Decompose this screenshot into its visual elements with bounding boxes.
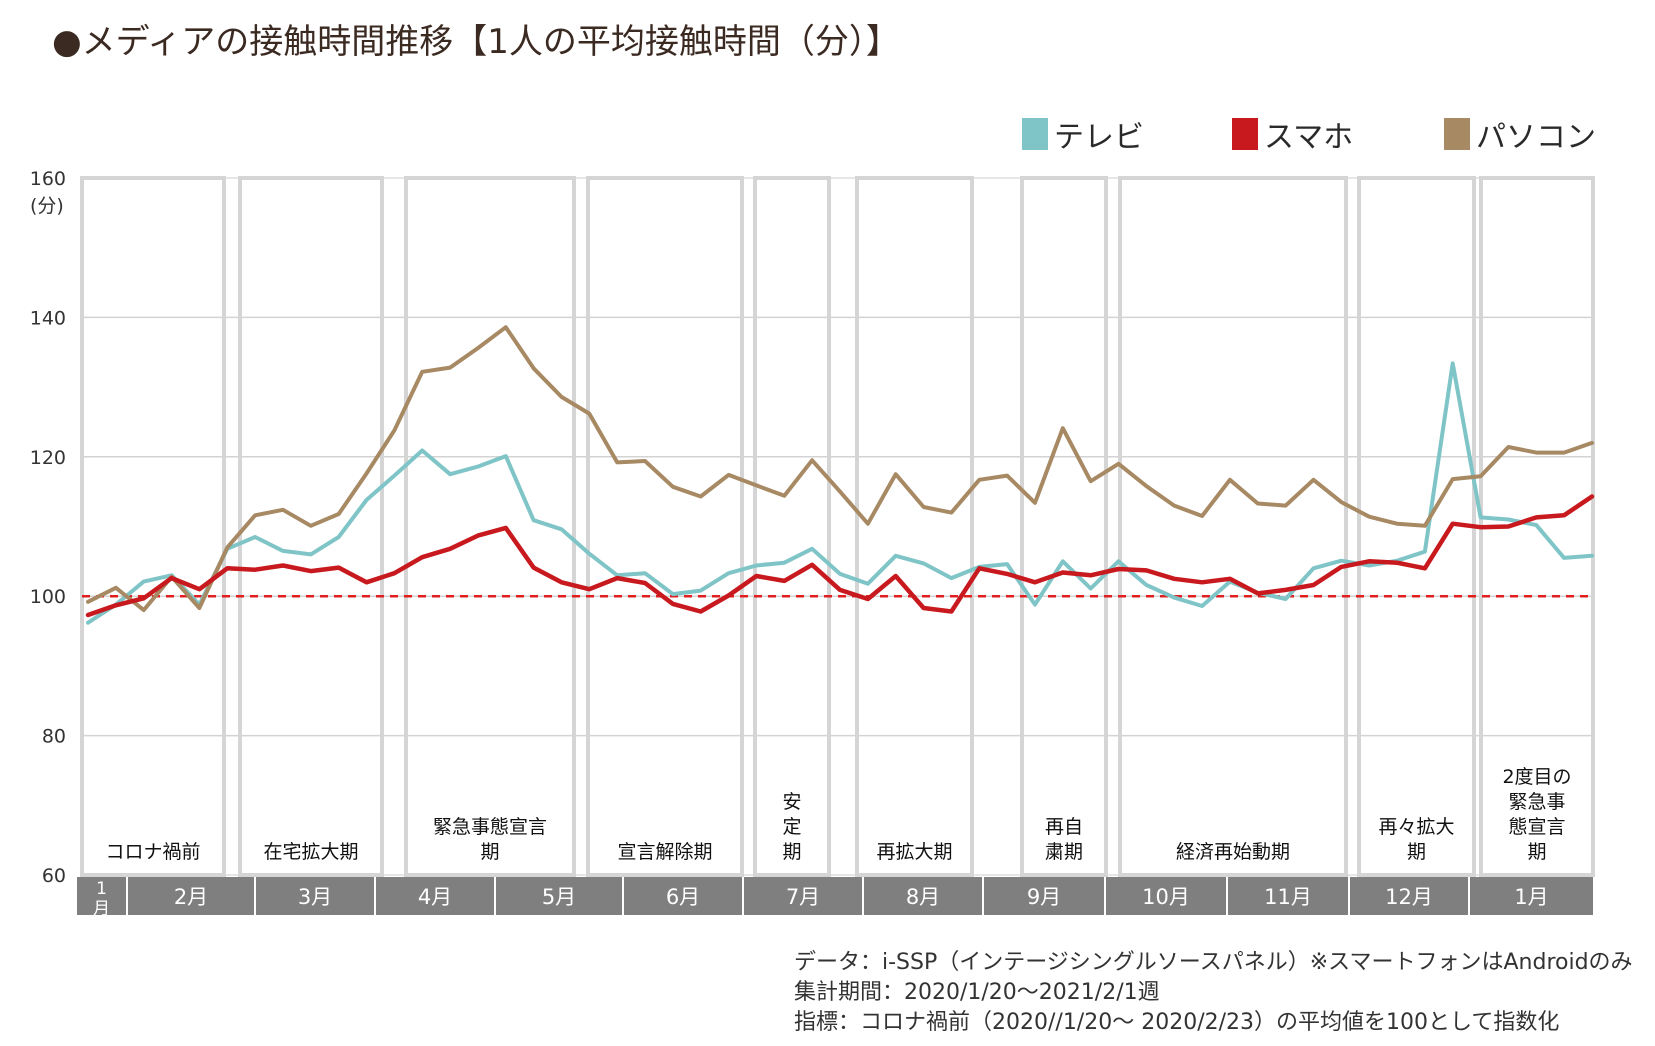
period-label: 安 xyxy=(782,791,801,813)
legend-item-smartphone: スマホ xyxy=(1232,112,1353,156)
y-tick-label: 80 xyxy=(42,726,66,748)
month-cell xyxy=(1350,877,1468,915)
period-label: 態宣言 xyxy=(1508,816,1565,838)
series-line-smartphone xyxy=(85,494,1595,618)
month-label: 1 xyxy=(96,879,107,899)
period-label: コロナ禍前 xyxy=(105,841,200,863)
month-cell xyxy=(864,877,982,915)
period-label: 緊急事 xyxy=(1508,791,1565,813)
series-line-tv xyxy=(86,361,1594,625)
period-label: 再々拡大 xyxy=(1378,816,1454,838)
month-label: 6月 xyxy=(666,885,700,909)
legend-label-smartphone: スマホ xyxy=(1264,120,1354,155)
month-cell xyxy=(256,877,374,915)
legend-swatch-smartphone xyxy=(1232,118,1258,150)
legend-item-tv: テレビ xyxy=(1022,112,1144,156)
period-label: 期 xyxy=(1407,841,1426,863)
month-cell xyxy=(77,877,126,915)
period-label: 期 xyxy=(782,841,801,863)
period-box xyxy=(855,176,974,877)
legend-label-tv: テレビ xyxy=(1054,120,1144,155)
month-label: 12月 xyxy=(1385,885,1433,909)
footnote: データ：i-SSP（インテージシングルソースパネル）※スマートフォンはAndro… xyxy=(794,948,1633,1038)
month-label: 11月 xyxy=(1264,885,1312,909)
period-label: 定 xyxy=(782,816,801,838)
month-label: 3月 xyxy=(298,885,332,909)
period-box xyxy=(753,176,831,877)
month-cell xyxy=(1228,877,1348,915)
y-tick-label: 100 xyxy=(30,586,66,608)
period-label: 期 xyxy=(1527,841,1546,863)
y-tick-label: 60 xyxy=(42,865,66,887)
legend-label-pc: パソコン xyxy=(1476,120,1596,155)
month-label: 4月 xyxy=(418,885,452,909)
month-label: 5月 xyxy=(542,885,576,909)
period-label: 緊急事態宣言 xyxy=(433,816,547,838)
period-label: 経済再始動期 xyxy=(1176,841,1290,863)
legend-swatch-pc xyxy=(1444,118,1470,150)
chart-title: ●メディアの接触時間推移【1人の平均接触時間（分）】 xyxy=(52,22,900,62)
y-unit-label: (分) xyxy=(30,195,64,217)
month-label: 月 xyxy=(93,899,110,919)
month-label: 8月 xyxy=(906,885,940,909)
month-label: 10月 xyxy=(1142,885,1190,909)
period-box xyxy=(1020,176,1108,877)
month-label: 1月 xyxy=(1514,885,1548,909)
month-cell xyxy=(376,877,494,915)
period-label: 期 xyxy=(480,841,499,863)
month-cell xyxy=(128,877,254,915)
y-tick-label: 160 xyxy=(30,168,66,190)
period-label: 粛期 xyxy=(1045,841,1083,863)
month-label: 7月 xyxy=(786,885,820,909)
month-label: 9月 xyxy=(1027,885,1061,909)
period-label: 再拡大期 xyxy=(876,841,952,863)
period-label: 再自 xyxy=(1045,816,1083,838)
month-cell xyxy=(1470,877,1593,915)
y-tick-label: 120 xyxy=(30,447,66,469)
month-cell xyxy=(624,877,742,915)
period-box xyxy=(238,176,384,877)
month-cell xyxy=(1106,877,1226,915)
period-box xyxy=(586,176,744,877)
month-cell xyxy=(744,877,862,915)
footnote-period: 集計期間：2020/1/20〜2021/2/1週 xyxy=(794,980,1160,1005)
legend-item-pc: パソコン xyxy=(1444,112,1596,156)
period-label: 在宅拡大期 xyxy=(263,841,358,863)
period-box xyxy=(404,176,576,877)
series-line-pc xyxy=(86,325,1594,613)
month-label: 2月 xyxy=(174,885,208,909)
footnote-index: 指標：コロナ禍前（2020//1/20〜 2020/2/23）の平均値を100と… xyxy=(794,1010,1560,1035)
period-box xyxy=(80,176,226,877)
y-tick-label: 140 xyxy=(30,307,66,329)
period-label: 宣言解除期 xyxy=(617,841,712,863)
period-box xyxy=(1118,176,1348,877)
legend-swatch-tv xyxy=(1022,118,1048,150)
footnote-data-source: データ：i-SSP（インテージシングルソースパネル）※スマートフォンはAndro… xyxy=(794,950,1633,975)
period-label: 2度目の xyxy=(1502,766,1571,788)
month-cell xyxy=(984,877,1104,915)
month-cell xyxy=(496,877,622,915)
plot-area xyxy=(81,177,1594,876)
